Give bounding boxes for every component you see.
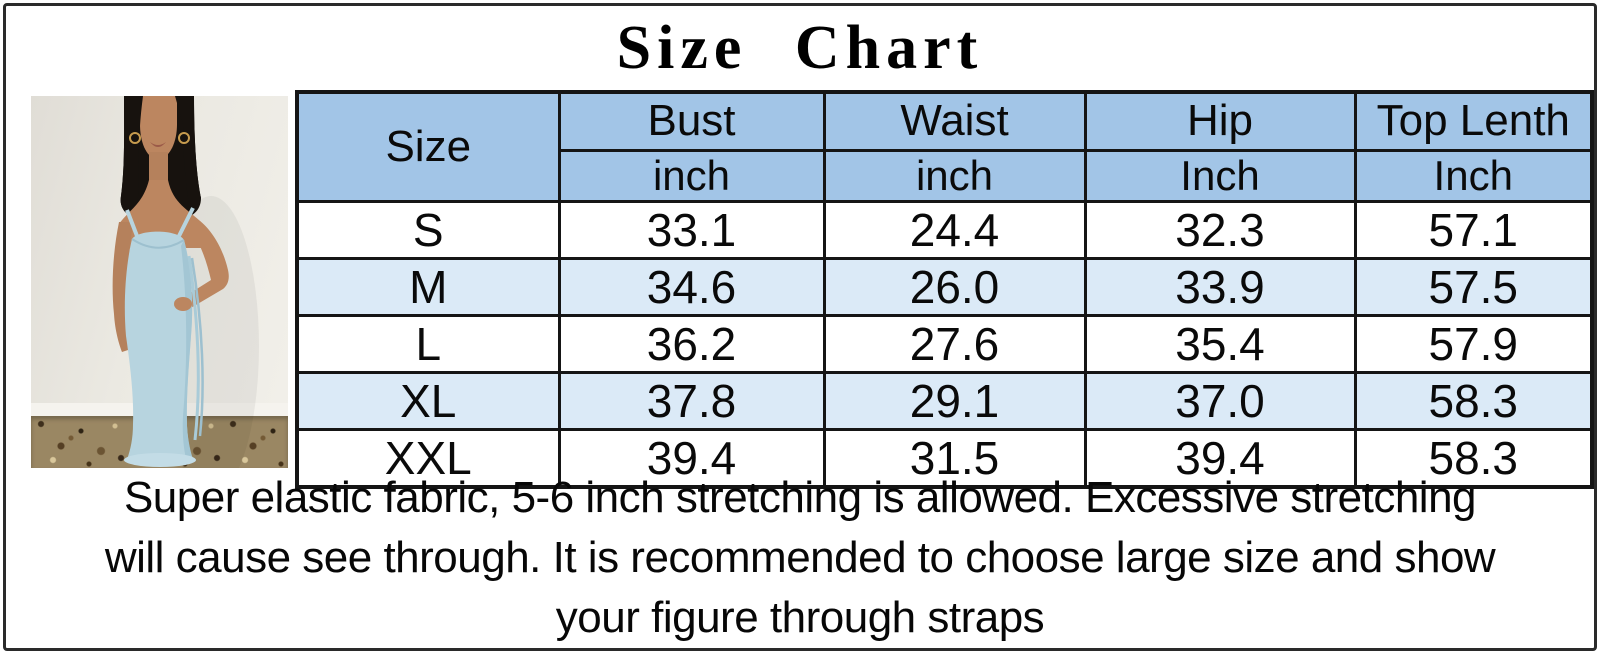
bust-value: 33.1 <box>557 199 826 260</box>
hip-value: 37.0 <box>1083 370 1357 431</box>
bust-value: 36.2 <box>557 313 826 374</box>
product-photo <box>31 96 288 468</box>
hip-value: 39.4 <box>1083 427 1357 488</box>
size-label: XXL <box>295 427 561 488</box>
col-header-size: Size <box>295 90 561 203</box>
top-length-value: 58.3 <box>1353 427 1594 488</box>
waist-value: 31.5 <box>822 427 1087 488</box>
waist-value: 26.0 <box>822 256 1087 317</box>
waist-value: 29.1 <box>822 370 1087 431</box>
hip-value: 33.9 <box>1083 256 1357 317</box>
table-row-xl: XL 37.8 29.1 37.0 58.3 <box>295 370 1594 431</box>
table-row-s: S 33.1 24.4 32.3 57.1 <box>295 199 1594 260</box>
col-header-bust: Bust <box>557 90 826 152</box>
size-label: XL <box>295 370 561 431</box>
table-row-l: L 36.2 27.6 35.4 57.9 <box>295 313 1594 374</box>
table-row-m: M 34.6 26.0 33.9 57.5 <box>295 256 1594 317</box>
table-row-xxl: XXL 39.4 31.5 39.4 58.3 <box>295 427 1594 488</box>
col-header-top-length: Top Lenth <box>1353 90 1594 152</box>
footer-line-1: Super elastic fabric, 5-6 inch stretchin… <box>123 473 1477 522</box>
size-label: L <box>295 313 561 374</box>
top-length-value: 57.9 <box>1353 313 1594 374</box>
bust-value: 39.4 <box>557 427 826 488</box>
top-length-value: 57.5 <box>1353 256 1594 317</box>
waist-value: 27.6 <box>822 313 1087 374</box>
size-label: S <box>295 199 561 260</box>
hip-value: 32.3 <box>1083 199 1357 260</box>
top-length-value: 57.1 <box>1353 199 1594 260</box>
size-table: Size Bust Waist Hip Top Lenth inch inch … <box>295 90 1594 489</box>
top-length-value: 58.3 <box>1353 370 1594 431</box>
unit-waist: inch <box>822 148 1087 203</box>
bust-value: 34.6 <box>557 256 826 317</box>
footer-note: Super elastic fabric, 5-6 inch stretchin… <box>8 468 1592 648</box>
unit-top-length: Inch <box>1353 148 1594 203</box>
page-title: Size Chart <box>616 14 984 82</box>
size-label: M <box>295 256 561 317</box>
footer-line-2: will cause see through. It is recommende… <box>104 533 1496 582</box>
unit-hip: Inch <box>1083 148 1357 203</box>
hip-value: 35.4 <box>1083 313 1357 374</box>
unit-bust: inch <box>557 148 826 203</box>
waist-value: 24.4 <box>822 199 1087 260</box>
col-header-waist: Waist <box>822 90 1087 152</box>
dress-model-figure <box>112 96 259 468</box>
footer-line-3: your figure through straps <box>555 593 1045 642</box>
bust-value: 37.8 <box>557 370 826 431</box>
col-header-hip: Hip <box>1083 90 1357 152</box>
